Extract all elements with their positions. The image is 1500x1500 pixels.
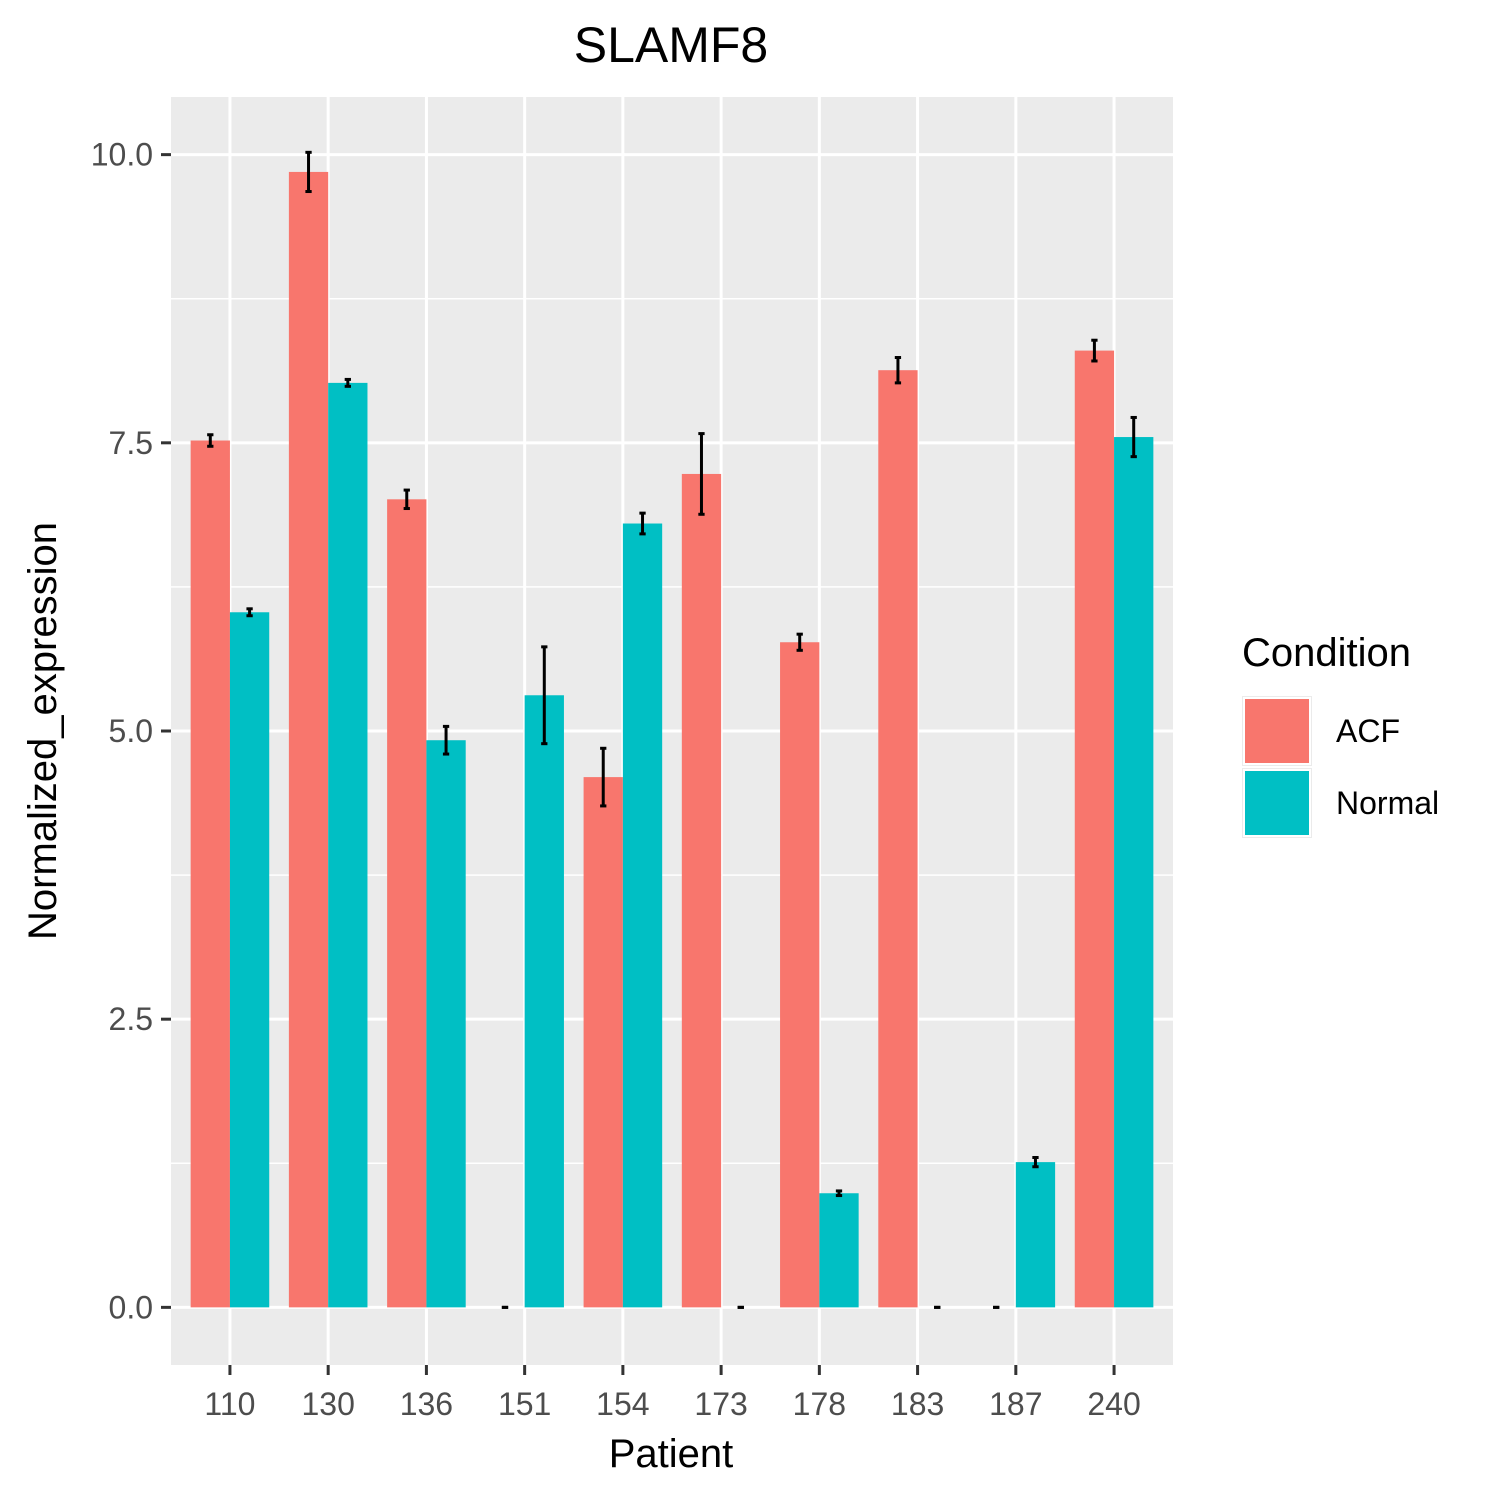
bar-acf [288,171,329,1308]
bar-normal [819,1193,859,1308]
y-tick-label: 10.0 [91,137,153,173]
legend: Condition ACF Normal [1242,631,1439,838]
bar-normal [524,695,564,1308]
x-tick-label: 187 [989,1386,1042,1422]
legend-label-normal: Normal [1336,785,1439,821]
x-tick-label: 136 [400,1386,453,1422]
legend-swatch-acf [1243,697,1311,765]
bar-acf [583,777,623,1308]
error-bars-layer [207,150,1137,1309]
x-tick-label: 183 [891,1386,944,1422]
bar-normal [328,382,368,1308]
bar-acf [780,642,820,1308]
y-tick-label: 5.0 [109,713,153,749]
x-tick-label: 178 [793,1386,846,1422]
bar-normal [622,523,663,1308]
x-tick-label: 154 [596,1386,649,1422]
x-axis-title: Patient [609,1432,734,1476]
bars-layer [190,171,1154,1308]
bar-normal [1015,1162,1056,1308]
legend-swatch-normal [1243,769,1311,837]
x-axis: 110 130 136 151 154 173 178 183 187 240 [204,1365,1141,1422]
bar-acf [878,370,918,1308]
legend-title: Condition [1242,631,1411,675]
y-tick-label: 2.5 [109,1001,153,1037]
x-tick-label: 173 [694,1386,747,1422]
y-axis: 0.0 2.5 5.0 7.5 10.0 [91,137,171,1325]
y-tick-label: 0.0 [109,1289,153,1325]
x-tick-label: 130 [301,1386,354,1422]
bar-acf [387,499,427,1308]
y-axis-title: Normalized_expression [21,522,65,940]
bar-acf [190,440,230,1308]
x-tick-label: 240 [1087,1386,1140,1422]
x-tick-label: 151 [498,1386,551,1422]
bar-normal [229,612,270,1308]
x-tick-label: 110 [204,1386,255,1422]
bar-acf [681,473,722,1308]
chart-title: SLAMF8 [574,17,769,73]
y-tick-label: 7.5 [109,425,153,461]
bar-acf [1074,350,1115,1308]
legend-label-acf: ACF [1336,713,1400,749]
bar-normal [1114,437,1154,1308]
bar-normal [426,740,466,1308]
